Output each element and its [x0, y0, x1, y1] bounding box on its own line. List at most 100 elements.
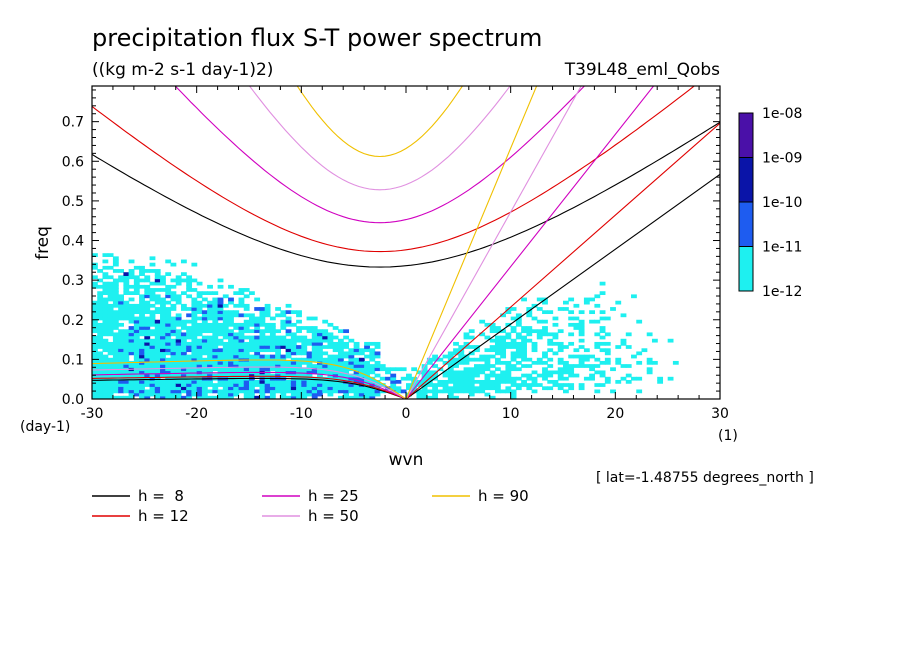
heatmap-cell — [191, 310, 198, 315]
heatmap-cell — [92, 319, 98, 324]
heatmap-cell — [285, 322, 292, 327]
heatmap-cell — [175, 364, 182, 368]
heatmap-cell — [515, 383, 522, 387]
heatmap-cell — [160, 364, 166, 368]
heatmap-cell — [353, 383, 360, 387]
heatmap-cell — [301, 373, 308, 378]
heatmap-cell — [191, 364, 198, 368]
heatmap-cell — [311, 376, 318, 381]
heatmap-cell — [144, 345, 151, 349]
heatmap-cell — [112, 341, 119, 346]
heatmap-cell — [175, 316, 182, 321]
heatmap-cell — [170, 367, 177, 372]
heatmap-cell — [201, 326, 208, 330]
heatmap-cell — [275, 367, 281, 372]
heatmap-cell — [484, 348, 491, 353]
heatmap-cell — [243, 288, 250, 292]
heatmap-cell — [243, 379, 250, 384]
heatmap-cell — [264, 329, 271, 334]
heatmap-cell — [521, 351, 527, 356]
heatmap-cell — [369, 367, 376, 372]
heatmap-cell — [311, 395, 318, 399]
heatmap-cell — [97, 386, 104, 391]
y-tick-label: 0.7 — [62, 115, 84, 131]
heatmap-cell — [599, 383, 606, 387]
heatmap-cell — [102, 272, 109, 276]
heatmap-cell — [97, 284, 104, 289]
heatmap-cell — [112, 376, 119, 381]
heatmap-cell — [196, 300, 203, 305]
heatmap-cell — [353, 351, 360, 356]
heatmap-cell — [196, 373, 203, 378]
heatmap-cell — [112, 364, 119, 368]
heatmap-cell — [500, 379, 507, 384]
heatmap-cell — [578, 338, 585, 343]
heatmap-cell — [133, 316, 140, 321]
heatmap-cell — [542, 376, 548, 381]
heatmap-cell — [97, 278, 104, 283]
y-tick-label: 0.0 — [62, 392, 84, 408]
heatmap-cell — [144, 288, 151, 292]
heatmap-cell — [447, 376, 454, 381]
x-tick-label: 10 — [502, 406, 520, 422]
heatmap-cell — [118, 294, 124, 299]
heatmap-cell — [474, 348, 480, 353]
heatmap-cell — [317, 389, 323, 394]
heatmap-cell — [165, 395, 172, 399]
heatmap-cell — [128, 379, 135, 384]
heatmap-cell — [479, 367, 486, 372]
heatmap-cell — [500, 354, 507, 359]
heatmap-cell — [426, 383, 433, 387]
heatmap-cell — [636, 389, 643, 394]
heatmap-cell — [264, 373, 271, 378]
heatmap-cell — [269, 389, 276, 394]
heatmap-cell — [353, 341, 360, 346]
heatmap-cell — [212, 297, 219, 302]
heatmap-cell — [552, 332, 559, 337]
heatmap-cell — [358, 360, 365, 365]
heatmap-cell — [165, 310, 172, 315]
heatmap-cell — [144, 395, 151, 399]
heatmap-cell — [552, 316, 559, 321]
y-tick-label: 0.6 — [62, 154, 84, 170]
heatmap-cell — [97, 338, 104, 343]
heatmap-cell — [521, 329, 527, 334]
run-label: T39L48_eml_Qobs — [564, 60, 720, 80]
heatmap-cell — [97, 392, 104, 397]
heatmap-cell — [337, 354, 344, 359]
heatmap-cell — [269, 341, 276, 346]
heatmap-cell — [578, 345, 585, 349]
heatmap-cell — [212, 345, 219, 349]
heatmap-cell — [275, 338, 281, 343]
heatmap-cell — [222, 310, 229, 315]
heatmap-cell — [186, 370, 193, 375]
heatmap-cell — [285, 329, 292, 334]
heatmap-cell — [149, 345, 156, 349]
heatmap-cell — [510, 376, 517, 381]
heatmap-cell — [118, 329, 124, 334]
heatmap-cell — [186, 379, 193, 384]
heatmap-cell — [191, 360, 198, 365]
heatmap-cell — [238, 313, 245, 318]
heatmap-cell — [510, 326, 517, 330]
heatmap-cell — [128, 389, 135, 394]
heatmap-cell — [133, 326, 140, 330]
heatmap-cell — [160, 341, 166, 346]
heatmap-cell — [280, 364, 287, 368]
heatmap-cell — [170, 383, 177, 387]
heatmap-cell — [112, 373, 119, 378]
heatmap-cell — [317, 379, 323, 384]
heatmap-cell — [296, 373, 302, 378]
heatmap-cell — [144, 303, 151, 308]
heatmap-cell — [238, 338, 245, 343]
heatmap-cell — [128, 383, 135, 387]
heatmap-cell — [515, 335, 522, 340]
heatmap-cell — [154, 360, 161, 365]
heatmap-cell — [186, 392, 193, 397]
heatmap-cell — [589, 364, 595, 368]
heatmap-cell — [494, 351, 501, 356]
dispersion-curve-upper — [92, 86, 696, 253]
heatmap-cell — [254, 345, 261, 349]
heatmap-cell — [280, 389, 287, 394]
kelvin-wave-line — [405, 86, 655, 399]
